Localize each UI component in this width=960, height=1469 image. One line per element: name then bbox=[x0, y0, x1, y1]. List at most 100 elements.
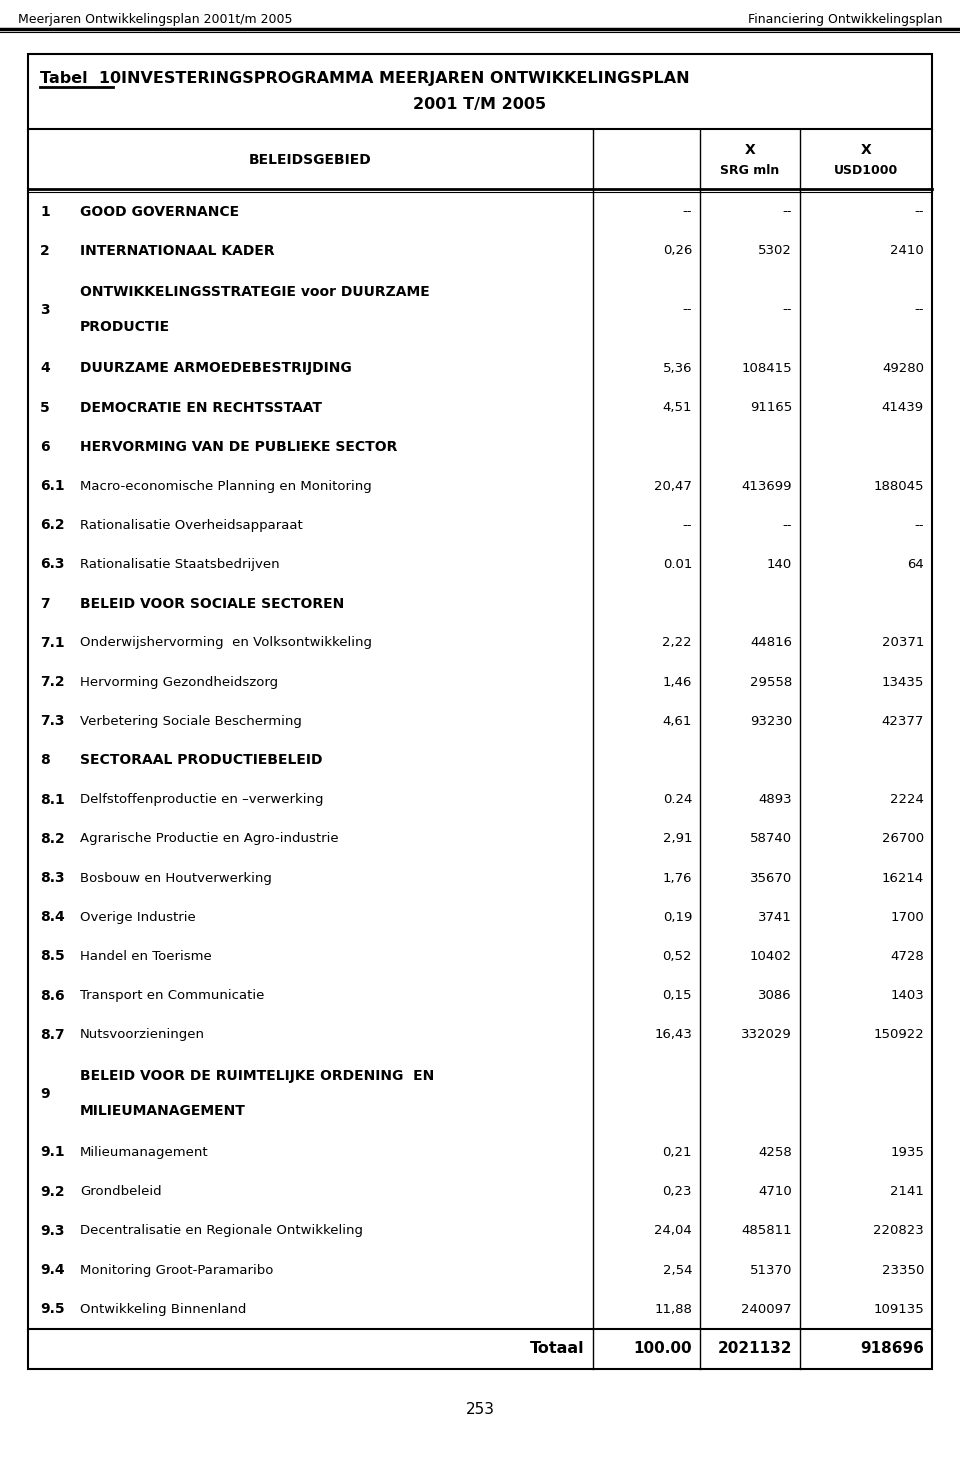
Text: 2410: 2410 bbox=[890, 244, 924, 257]
Text: 11,88: 11,88 bbox=[654, 1303, 692, 1316]
Text: DEMOCRATIE EN RECHTSSTAAT: DEMOCRATIE EN RECHTSSTAAT bbox=[80, 401, 322, 414]
Text: X: X bbox=[745, 142, 756, 157]
Text: 4710: 4710 bbox=[758, 1185, 792, 1199]
Text: 0,23: 0,23 bbox=[662, 1185, 692, 1199]
Text: GOOD GOVERNANCE: GOOD GOVERNANCE bbox=[80, 204, 239, 219]
Text: 7.2: 7.2 bbox=[40, 674, 64, 689]
Text: 16214: 16214 bbox=[881, 871, 924, 884]
Text: 20,47: 20,47 bbox=[654, 479, 692, 492]
Text: 8: 8 bbox=[40, 754, 50, 767]
Text: 44816: 44816 bbox=[750, 636, 792, 649]
Text: 1,76: 1,76 bbox=[662, 871, 692, 884]
Text: SECTORAAL PRODUCTIEBELEID: SECTORAAL PRODUCTIEBELEID bbox=[80, 754, 323, 767]
Text: 29558: 29558 bbox=[750, 676, 792, 689]
Text: 4258: 4258 bbox=[758, 1146, 792, 1159]
Text: INVESTERINGSPROGRAMMA MEERJAREN ONTWIKKELINGSPLAN: INVESTERINGSPROGRAMMA MEERJAREN ONTWIKKE… bbox=[121, 71, 689, 87]
Text: 8.4: 8.4 bbox=[40, 911, 64, 924]
Text: 7.3: 7.3 bbox=[40, 714, 64, 729]
Text: 1,46: 1,46 bbox=[662, 676, 692, 689]
Text: 2224: 2224 bbox=[890, 793, 924, 806]
Text: Grondbeleid: Grondbeleid bbox=[80, 1185, 161, 1199]
Text: Ontwikkeling Binnenland: Ontwikkeling Binnenland bbox=[80, 1303, 247, 1316]
Text: 0.01: 0.01 bbox=[662, 558, 692, 571]
Text: 20371: 20371 bbox=[881, 636, 924, 649]
Text: 2: 2 bbox=[40, 244, 50, 257]
Text: 2,54: 2,54 bbox=[662, 1263, 692, 1277]
Text: Transport en Communicatie: Transport en Communicatie bbox=[80, 989, 264, 1002]
Text: 220823: 220823 bbox=[874, 1224, 924, 1237]
Text: 10402: 10402 bbox=[750, 950, 792, 962]
Text: 240097: 240097 bbox=[741, 1303, 792, 1316]
Text: 9.3: 9.3 bbox=[40, 1224, 64, 1238]
Text: 49280: 49280 bbox=[882, 361, 924, 375]
Text: Tabel  10: Tabel 10 bbox=[40, 71, 121, 87]
Text: --: -- bbox=[782, 206, 792, 217]
Text: Macro-economische Planning en Monitoring: Macro-economische Planning en Monitoring bbox=[80, 479, 372, 492]
Text: PRODUCTIE: PRODUCTIE bbox=[80, 320, 170, 333]
Text: 8.3: 8.3 bbox=[40, 871, 64, 884]
Text: 253: 253 bbox=[466, 1401, 494, 1416]
Text: 1403: 1403 bbox=[890, 989, 924, 1002]
Text: 332029: 332029 bbox=[741, 1028, 792, 1042]
Text: 2021132: 2021132 bbox=[717, 1341, 792, 1356]
Text: Meerjaren Ontwikkelingsplan 2001t/m 2005: Meerjaren Ontwikkelingsplan 2001t/m 2005 bbox=[18, 13, 293, 25]
Text: 413699: 413699 bbox=[741, 479, 792, 492]
Text: Handel en Toerisme: Handel en Toerisme bbox=[80, 950, 212, 962]
Text: 9.5: 9.5 bbox=[40, 1302, 64, 1316]
Text: 6.2: 6.2 bbox=[40, 519, 64, 532]
Text: 6: 6 bbox=[40, 439, 50, 454]
Text: 3086: 3086 bbox=[758, 989, 792, 1002]
Text: 91165: 91165 bbox=[750, 401, 792, 414]
Text: 100.00: 100.00 bbox=[634, 1341, 692, 1356]
Text: Delfstoffenproductie en –verwerking: Delfstoffenproductie en –verwerking bbox=[80, 793, 324, 806]
Text: 918696: 918696 bbox=[860, 1341, 924, 1356]
Text: 6.1: 6.1 bbox=[40, 479, 64, 494]
Text: 4728: 4728 bbox=[890, 950, 924, 962]
Text: Hervorming Gezondheidszorg: Hervorming Gezondheidszorg bbox=[80, 676, 278, 689]
Text: BELEID VOOR SOCIALE SECTOREN: BELEID VOOR SOCIALE SECTOREN bbox=[80, 596, 345, 611]
Text: 2141: 2141 bbox=[890, 1185, 924, 1199]
Text: 109135: 109135 bbox=[874, 1303, 924, 1316]
Text: 9.4: 9.4 bbox=[40, 1263, 64, 1277]
Text: Totaal: Totaal bbox=[530, 1341, 585, 1356]
Text: BELEIDSGEBIED: BELEIDSGEBIED bbox=[250, 153, 372, 167]
Text: 8.2: 8.2 bbox=[40, 831, 64, 846]
Text: 1700: 1700 bbox=[890, 911, 924, 924]
Text: --: -- bbox=[915, 206, 924, 217]
Text: 0,21: 0,21 bbox=[662, 1146, 692, 1159]
Text: HERVORMING VAN DE PUBLIEKE SECTOR: HERVORMING VAN DE PUBLIEKE SECTOR bbox=[80, 439, 397, 454]
Text: 0,15: 0,15 bbox=[662, 989, 692, 1002]
Text: Agrarische Productie en Agro-industrie: Agrarische Productie en Agro-industrie bbox=[80, 833, 339, 845]
Text: Bosbouw en Houtverwerking: Bosbouw en Houtverwerking bbox=[80, 871, 272, 884]
Text: 8.5: 8.5 bbox=[40, 949, 64, 964]
Text: 4893: 4893 bbox=[758, 793, 792, 806]
Text: 485811: 485811 bbox=[741, 1224, 792, 1237]
Text: INTERNATIONAAL KADER: INTERNATIONAAL KADER bbox=[80, 244, 275, 257]
Text: --: -- bbox=[915, 303, 924, 316]
Text: 26700: 26700 bbox=[882, 833, 924, 845]
Text: --: -- bbox=[683, 206, 692, 217]
Text: --: -- bbox=[782, 519, 792, 532]
Text: 108415: 108415 bbox=[741, 361, 792, 375]
Text: 8.1: 8.1 bbox=[40, 793, 64, 806]
Text: Verbetering Sociale Bescherming: Verbetering Sociale Bescherming bbox=[80, 715, 301, 727]
Text: 4,51: 4,51 bbox=[662, 401, 692, 414]
Text: 9.2: 9.2 bbox=[40, 1184, 64, 1199]
Text: BELEID VOOR DE RUIMTELIJKE ORDENING  EN: BELEID VOOR DE RUIMTELIJKE ORDENING EN bbox=[80, 1069, 434, 1083]
Text: Rationalisatie Staatsbedrijven: Rationalisatie Staatsbedrijven bbox=[80, 558, 279, 571]
Text: --: -- bbox=[782, 303, 792, 316]
Text: Financiering Ontwikkelingsplan: Financiering Ontwikkelingsplan bbox=[748, 13, 942, 25]
Text: --: -- bbox=[683, 519, 692, 532]
Text: 3741: 3741 bbox=[758, 911, 792, 924]
Text: 150922: 150922 bbox=[874, 1028, 924, 1042]
Text: Nutsvoorzieningen: Nutsvoorzieningen bbox=[80, 1028, 205, 1042]
Text: 188045: 188045 bbox=[874, 479, 924, 492]
Text: 5: 5 bbox=[40, 401, 50, 414]
Text: --: -- bbox=[683, 303, 692, 316]
Text: 42377: 42377 bbox=[881, 715, 924, 727]
Text: 9.1: 9.1 bbox=[40, 1146, 64, 1159]
Text: 0.24: 0.24 bbox=[662, 793, 692, 806]
Text: 6.3: 6.3 bbox=[40, 557, 64, 571]
Text: MILIEUMANAGEMENT: MILIEUMANAGEMENT bbox=[80, 1103, 246, 1118]
Text: 41439: 41439 bbox=[882, 401, 924, 414]
